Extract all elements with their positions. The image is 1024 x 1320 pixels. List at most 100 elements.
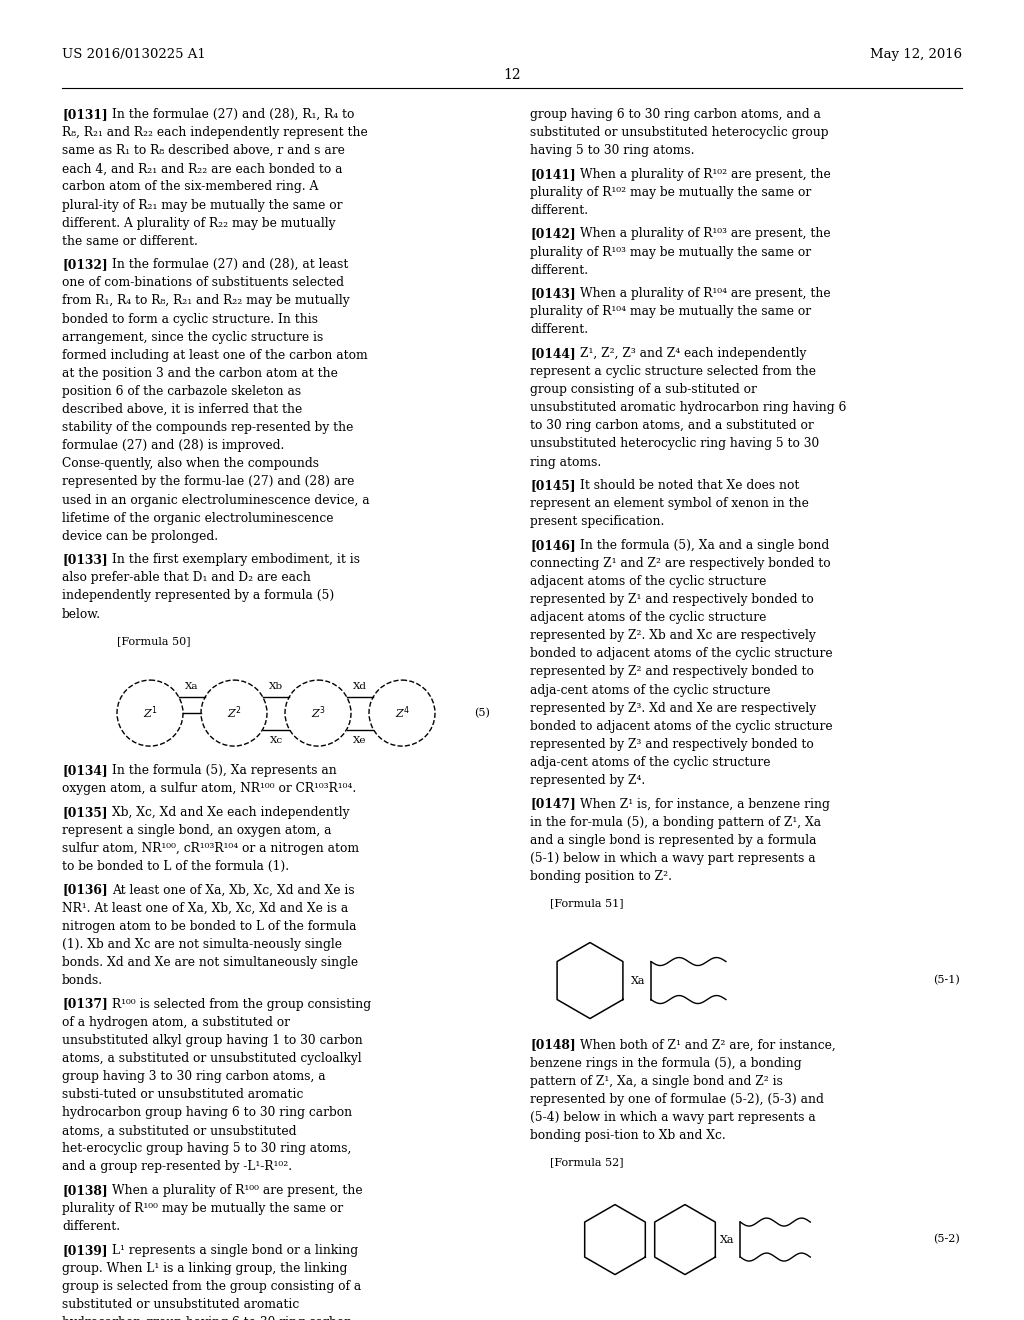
Text: different. A plurality of R₂₂ may be mutually: different. A plurality of R₂₂ may be mut… bbox=[62, 216, 336, 230]
Text: Xb, Xc, Xd and Xe each independently: Xb, Xc, Xd and Xe each independently bbox=[112, 805, 349, 818]
Text: bonded to adjacent atoms of the cyclic structure: bonded to adjacent atoms of the cyclic s… bbox=[530, 719, 833, 733]
Text: plurality of R¹⁰³ may be mutually the same or: plurality of R¹⁰³ may be mutually the sa… bbox=[530, 246, 811, 259]
Text: described above, it is inferred that the: described above, it is inferred that the bbox=[62, 403, 302, 416]
Text: adjacent atoms of the cyclic structure: adjacent atoms of the cyclic structure bbox=[530, 576, 766, 587]
Text: group consisting of a sub-stituted or: group consisting of a sub-stituted or bbox=[530, 383, 757, 396]
Text: In the first exemplary embodiment, it is: In the first exemplary embodiment, it is bbox=[112, 553, 360, 566]
Text: plural-ity of R₂₁ may be mutually the same or: plural-ity of R₂₁ may be mutually the sa… bbox=[62, 198, 342, 211]
Text: pattern of Z¹, Xa, a single bond and Z² is: pattern of Z¹, Xa, a single bond and Z² … bbox=[530, 1074, 783, 1088]
Text: [Formula 50]: [Formula 50] bbox=[117, 636, 190, 645]
Text: represented by one of formulae (5-2), (5-3) and: represented by one of formulae (5-2), (5… bbox=[530, 1093, 824, 1106]
Text: [0134]: [0134] bbox=[62, 764, 108, 777]
Text: [0143]: [0143] bbox=[530, 288, 575, 300]
Text: When a plurality of R¹⁰⁴ are present, the: When a plurality of R¹⁰⁴ are present, th… bbox=[580, 288, 830, 300]
Text: [0137]: [0137] bbox=[62, 998, 108, 1011]
Text: position 6 of the carbazole skeleton as: position 6 of the carbazole skeleton as bbox=[62, 385, 301, 397]
Text: one of com-binations of substituents selected: one of com-binations of substituents sel… bbox=[62, 276, 344, 289]
Text: In the formulae (27) and (28), R₁, R₄ to: In the formulae (27) and (28), R₁, R₄ to bbox=[112, 108, 354, 121]
Text: represented by Z³. Xd and Xe are respectively: represented by Z³. Xd and Xe are respect… bbox=[530, 702, 816, 714]
Text: sulfur atom, NR¹⁰⁰, cR¹⁰³R¹⁰⁴ or a nitrogen atom: sulfur atom, NR¹⁰⁰, cR¹⁰³R¹⁰⁴ or a nitro… bbox=[62, 842, 359, 855]
Text: substituted or unsubstituted aromatic: substituted or unsubstituted aromatic bbox=[62, 1298, 299, 1311]
Text: NR¹. At least one of Xa, Xb, Xc, Xd and Xe is a: NR¹. At least one of Xa, Xb, Xc, Xd and … bbox=[62, 902, 348, 915]
Text: to be bonded to L of the formula (1).: to be bonded to L of the formula (1). bbox=[62, 861, 289, 873]
Text: lifetime of the organic electroluminescence: lifetime of the organic electroluminesce… bbox=[62, 512, 334, 524]
Text: Xb: Xb bbox=[269, 681, 283, 690]
Text: unsubstituted heterocyclic ring having 5 to 30: unsubstituted heterocyclic ring having 5… bbox=[530, 437, 819, 450]
Text: US 2016/0130225 A1: US 2016/0130225 A1 bbox=[62, 48, 206, 61]
Text: below.: below. bbox=[62, 607, 101, 620]
Text: At least one of Xa, Xb, Xc, Xd and Xe is: At least one of Xa, Xb, Xc, Xd and Xe is bbox=[112, 883, 354, 896]
Text: used in an organic electroluminescence device, a: used in an organic electroluminescence d… bbox=[62, 494, 370, 507]
Text: [0139]: [0139] bbox=[62, 1243, 108, 1257]
Text: [Formula 51]: [Formula 51] bbox=[550, 899, 624, 908]
Text: nitrogen atom to be bonded to L of the formula: nitrogen atom to be bonded to L of the f… bbox=[62, 920, 356, 933]
Text: bonds.: bonds. bbox=[62, 974, 103, 987]
Text: Z$^3$: Z$^3$ bbox=[311, 705, 326, 722]
Text: plurality of R¹⁰² may be mutually the same or: plurality of R¹⁰² may be mutually the sa… bbox=[530, 186, 811, 199]
Text: [0142]: [0142] bbox=[530, 227, 575, 240]
Text: adja-cent atoms of the cyclic structure: adja-cent atoms of the cyclic structure bbox=[530, 756, 770, 770]
Text: Xd: Xd bbox=[353, 681, 367, 690]
Text: May 12, 2016: May 12, 2016 bbox=[869, 48, 962, 61]
Text: hydrocarbon group having 6 to 30 ring carbon: hydrocarbon group having 6 to 30 ring ca… bbox=[62, 1106, 352, 1119]
Text: (1). Xb and Xc are not simulta-neously single: (1). Xb and Xc are not simulta-neously s… bbox=[62, 937, 342, 950]
Text: different.: different. bbox=[62, 1220, 120, 1233]
Text: benzene rings in the formula (5), a bonding: benzene rings in the formula (5), a bond… bbox=[530, 1056, 802, 1069]
Text: formed including at least one of the carbon atom: formed including at least one of the car… bbox=[62, 348, 368, 362]
Text: represented by Z¹ and respectively bonded to: represented by Z¹ and respectively bonde… bbox=[530, 593, 814, 606]
Text: Conse-quently, also when the compounds: Conse-quently, also when the compounds bbox=[62, 457, 319, 470]
Text: [0144]: [0144] bbox=[530, 347, 575, 360]
Text: 12: 12 bbox=[503, 69, 521, 82]
Text: Xa: Xa bbox=[720, 1234, 735, 1245]
Text: R¹⁰⁰ is selected from the group consisting: R¹⁰⁰ is selected from the group consisti… bbox=[112, 998, 371, 1011]
Text: When a plurality of R¹⁰³ are present, the: When a plurality of R¹⁰³ are present, th… bbox=[580, 227, 830, 240]
Text: When Z¹ is, for instance, a benzene ring: When Z¹ is, for instance, a benzene ring bbox=[580, 797, 829, 810]
Text: unsubstituted alkyl group having 1 to 30 carbon: unsubstituted alkyl group having 1 to 30… bbox=[62, 1034, 362, 1047]
Text: carbon atom of the six-membered ring. A: carbon atom of the six-membered ring. A bbox=[62, 181, 318, 194]
Text: substituted or unsubstituted heterocyclic group: substituted or unsubstituted heterocycli… bbox=[530, 127, 828, 139]
Text: [0148]: [0148] bbox=[530, 1039, 575, 1052]
Text: and a single bond is represented by a formula: and a single bond is represented by a fo… bbox=[530, 834, 816, 847]
Text: the same or different.: the same or different. bbox=[62, 235, 198, 248]
Text: device can be prolonged.: device can be prolonged. bbox=[62, 529, 218, 543]
Text: ring atoms.: ring atoms. bbox=[530, 455, 601, 469]
Text: When a plurality of R¹⁰⁰ are present, the: When a plurality of R¹⁰⁰ are present, th… bbox=[112, 1184, 362, 1197]
Text: group is selected from the group consisting of a: group is selected from the group consist… bbox=[62, 1280, 361, 1292]
Text: [0141]: [0141] bbox=[530, 168, 575, 181]
Text: represented by Z². Xb and Xc are respectively: represented by Z². Xb and Xc are respect… bbox=[530, 630, 816, 643]
Text: [0145]: [0145] bbox=[530, 479, 575, 492]
Text: adja-cent atoms of the cyclic structure: adja-cent atoms of the cyclic structure bbox=[530, 684, 770, 697]
Text: each 4, and R₂₁ and R₂₂ are each bonded to a: each 4, and R₂₁ and R₂₂ are each bonded … bbox=[62, 162, 342, 176]
Text: [0146]: [0146] bbox=[530, 539, 575, 552]
Text: bonding position to Z².: bonding position to Z². bbox=[530, 870, 672, 883]
Text: represent a single bond, an oxygen atom, a: represent a single bond, an oxygen atom,… bbox=[62, 824, 332, 837]
Text: represented by Z² and respectively bonded to: represented by Z² and respectively bonde… bbox=[530, 665, 814, 678]
Text: (5-2): (5-2) bbox=[933, 1234, 961, 1245]
Text: [0135]: [0135] bbox=[62, 805, 108, 818]
Text: represented by Z⁴.: represented by Z⁴. bbox=[530, 774, 645, 787]
Text: group. When L¹ is a linking group, the linking: group. When L¹ is a linking group, the l… bbox=[62, 1262, 347, 1275]
Text: stability of the compounds rep-resented by the: stability of the compounds rep-resented … bbox=[62, 421, 353, 434]
Text: formulae (27) and (28) is improved.: formulae (27) and (28) is improved. bbox=[62, 440, 285, 453]
Text: in the for-mula (5), a bonding pattern of Z¹, Xa: in the for-mula (5), a bonding pattern o… bbox=[530, 816, 821, 829]
Text: (5-1): (5-1) bbox=[933, 975, 961, 986]
Text: at the position 3 and the carbon atom at the: at the position 3 and the carbon atom at… bbox=[62, 367, 338, 380]
Text: having 5 to 30 ring atoms.: having 5 to 30 ring atoms. bbox=[530, 144, 694, 157]
Text: (5-4) below in which a wavy part represents a: (5-4) below in which a wavy part represe… bbox=[530, 1111, 816, 1123]
Text: (5): (5) bbox=[474, 708, 490, 718]
Text: different.: different. bbox=[530, 323, 588, 337]
Text: [0131]: [0131] bbox=[62, 108, 108, 121]
Text: oxygen atom, a sulfur atom, NR¹⁰⁰ or CR¹⁰³R¹⁰⁴.: oxygen atom, a sulfur atom, NR¹⁰⁰ or CR¹… bbox=[62, 783, 356, 795]
Text: [Formula 52]: [Formula 52] bbox=[550, 1158, 624, 1168]
Text: bonds. Xd and Xe are not simultaneously single: bonds. Xd and Xe are not simultaneously … bbox=[62, 956, 358, 969]
Text: from R₁, R₄ to R₈, R₂₁ and R₂₂ may be mutually: from R₁, R₄ to R₈, R₂₁ and R₂₂ may be mu… bbox=[62, 294, 349, 308]
Text: substi-tuted or unsubstituted aromatic: substi-tuted or unsubstituted aromatic bbox=[62, 1088, 303, 1101]
Text: In the formula (5), Xa represents an: In the formula (5), Xa represents an bbox=[112, 764, 337, 777]
Text: Xc: Xc bbox=[269, 735, 283, 744]
Text: In the formula (5), Xa and a single bond: In the formula (5), Xa and a single bond bbox=[580, 539, 829, 552]
Text: [0138]: [0138] bbox=[62, 1184, 108, 1197]
Text: represent an element symbol of xenon in the: represent an element symbol of xenon in … bbox=[530, 498, 809, 510]
Text: unsubstituted aromatic hydrocarbon ring having 6: unsubstituted aromatic hydrocarbon ring … bbox=[530, 401, 847, 414]
Text: adjacent atoms of the cyclic structure: adjacent atoms of the cyclic structure bbox=[530, 611, 766, 624]
Text: plurality of R¹⁰⁰ may be mutually the same or: plurality of R¹⁰⁰ may be mutually the sa… bbox=[62, 1203, 343, 1216]
